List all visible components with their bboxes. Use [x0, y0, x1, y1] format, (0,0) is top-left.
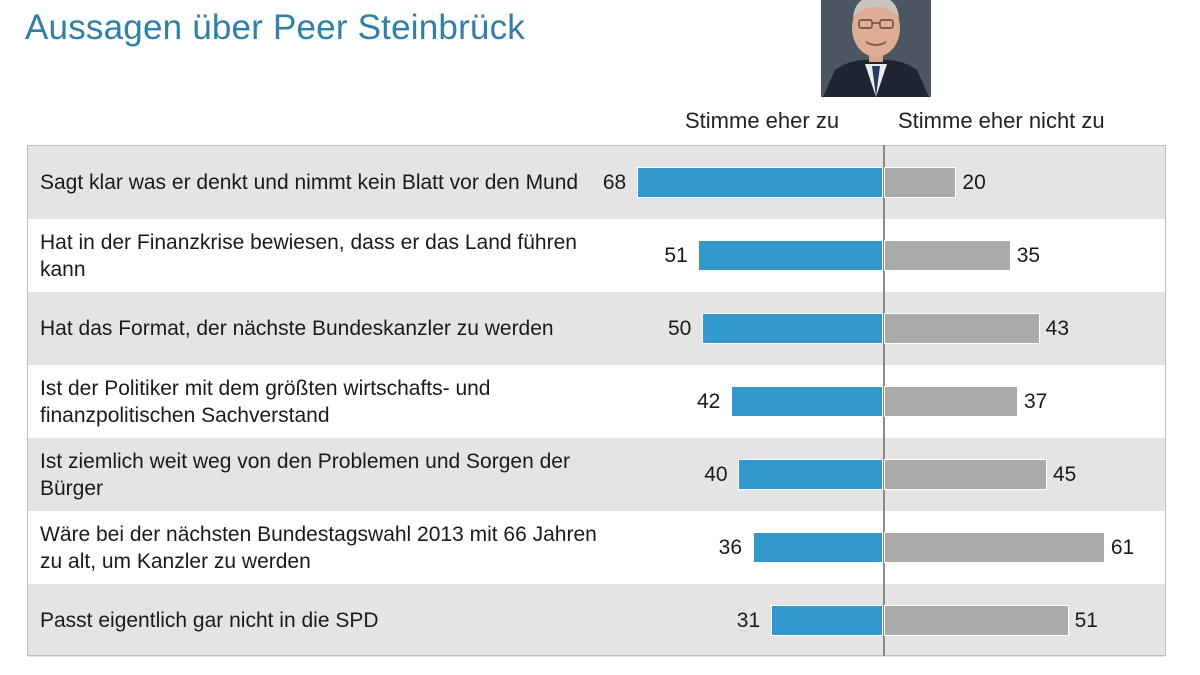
value-label-agree: 51: [664, 244, 688, 267]
chart-row: Wäre bei der nächsten Bundestagswahl 201…: [28, 511, 1165, 584]
category-label: Hat in der Finanzkrise bewiesen, dass er…: [40, 230, 577, 281]
value-label-agree: 40: [704, 463, 728, 486]
chart-title: Aussagen über Peer Steinbrück: [25, 8, 525, 47]
value-label-disagree: 61: [1110, 536, 1135, 559]
value-label-agree: 36: [718, 536, 743, 559]
value-label-agree: 50: [668, 317, 692, 340]
bar-disagree: [884, 313, 1040, 344]
chart-row: Hat in der Finanzkrise bewiesen, dass er…: [28, 219, 1165, 292]
value-label-disagree: 51: [1074, 609, 1098, 632]
category-label: Ist der Politiker mit dem größten wirtsc…: [40, 376, 491, 427]
category-label: Ist ziemlich weit weg von den Problemen …: [40, 449, 570, 500]
bar-disagree: [884, 240, 1011, 271]
value-label-agree: 68: [602, 171, 627, 194]
value-label-disagree: 35: [1016, 244, 1041, 267]
legend-agree: Stimme eher zu: [685, 108, 840, 133]
bar-agree: [636, 167, 883, 198]
value-label-disagree: 37: [1023, 390, 1048, 413]
bar-disagree: [884, 605, 1069, 636]
bar-agree: [738, 459, 883, 490]
person-portrait-icon: [821, 0, 931, 97]
chart-frame: [27, 145, 1166, 656]
chart-row: Ist der Politiker mit dem größten wirtsc…: [28, 365, 1165, 438]
bar-disagree: [884, 167, 957, 198]
category-label: Passt eigentlich gar nicht in die SPD: [40, 609, 379, 632]
value-label-disagree: 45: [1052, 463, 1077, 486]
legend-disagree: Stimme eher nicht zu: [898, 108, 1105, 133]
value-label-disagree: 43: [1045, 317, 1070, 340]
value-label-agree: 42: [696, 390, 721, 413]
bar-agree: [702, 313, 883, 344]
value-label-agree: 31: [736, 609, 761, 632]
bar-disagree: [884, 532, 1105, 563]
bar-agree: [770, 605, 883, 636]
bar-agree: [698, 240, 883, 271]
bar-agree: [730, 386, 883, 417]
value-label-disagree: 20: [962, 171, 986, 194]
chart-row: Sagt klar was er denkt und nimmt kein Bl…: [28, 146, 1165, 219]
category-label: Hat das Format, der nächste Bundeskanzle…: [40, 317, 554, 340]
category-label: Sagt klar was er denkt und nimmt kein Bl…: [40, 171, 579, 194]
bar-disagree: [884, 386, 1018, 417]
bar-disagree: [884, 459, 1047, 490]
bar-agree: [752, 532, 883, 563]
category-label: Wäre bei der nächsten Bundestagswahl 201…: [40, 522, 597, 573]
